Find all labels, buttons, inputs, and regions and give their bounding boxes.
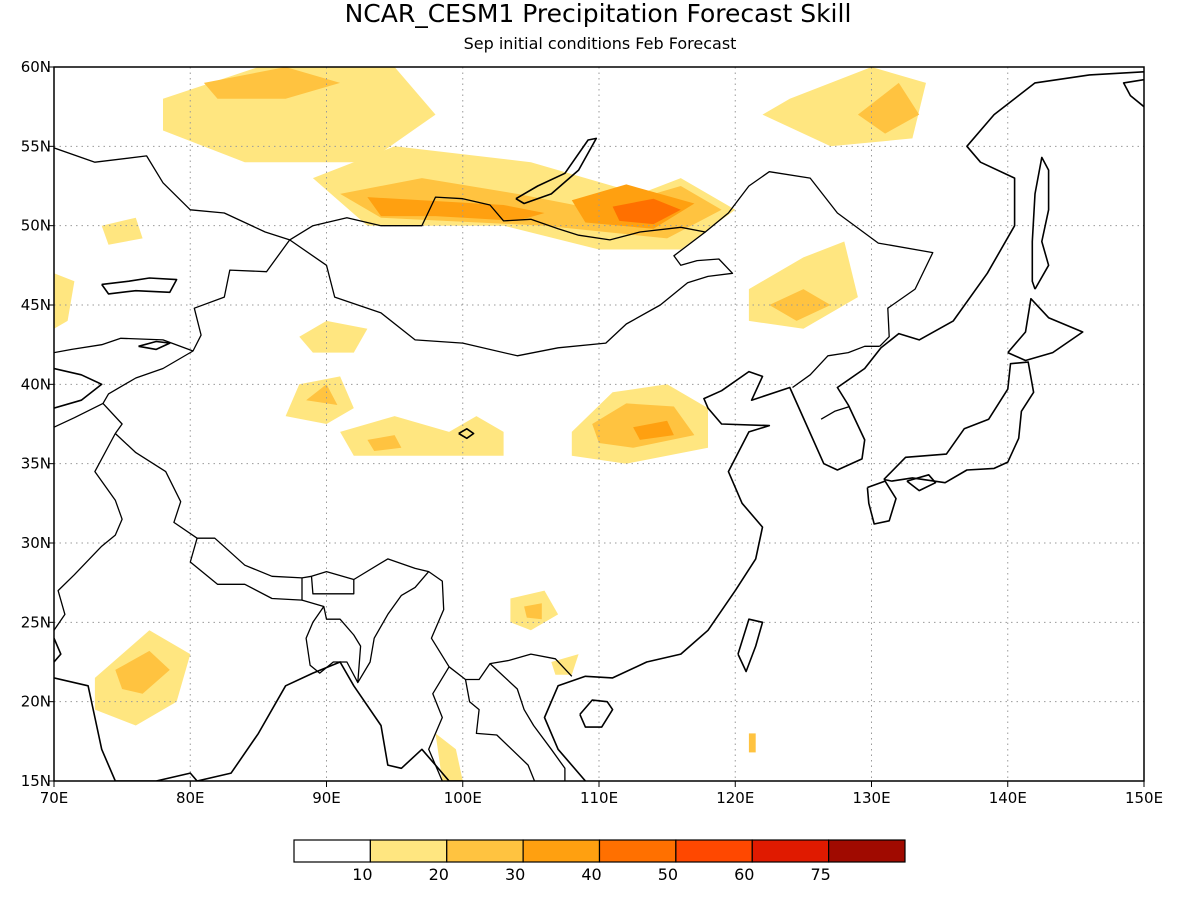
coastline-qinghai-lake [458, 427, 475, 440]
border-china-central-asia [102, 239, 291, 434]
border-korea-dmz [820, 405, 850, 420]
colorbar-label: 50 [658, 865, 678, 884]
lat-tick-label: 30N [21, 534, 51, 552]
lat-tick-label: 45N [21, 296, 51, 314]
coastline-eurasia-coast [54, 71, 1144, 781]
lat-tick-label: 15N [21, 772, 51, 790]
colorbar-swatch [446, 839, 524, 863]
skill-region-sichuan-south-core [524, 603, 542, 620]
axis-ticks: 70E 80E 90E 100E 110E 120E 130E 140E 150E 15N 20N 2… [21, 58, 1163, 807]
border-layer [54, 147, 934, 781]
border-nepal-india [189, 538, 303, 601]
border-indochina-inner [464, 679, 536, 781]
colorbar-swatch [369, 839, 448, 863]
coastline-honshu [883, 361, 1035, 484]
coastline-lake-balkhash [101, 277, 178, 295]
border-myanmar-india [357, 571, 430, 683]
border-kazakh-russia [54, 147, 290, 241]
colorbar-label: 20 [429, 865, 449, 884]
border-laos-vietnam [489, 663, 566, 781]
lon-tick-label: 120E [716, 789, 754, 807]
skill-region-sayan-baikal-core [367, 197, 545, 221]
colorbar-swatch [828, 839, 906, 863]
border-kashmir-himalaya [114, 433, 573, 681]
skill-region-taiwan [748, 733, 756, 753]
coastline-kyushu [866, 480, 897, 525]
lon-tick-label: 100E [444, 789, 482, 807]
skill-region-west-edge [54, 273, 75, 329]
lon-tick-label: 80E [176, 789, 205, 807]
coastline-hokkaido [1007, 297, 1084, 362]
skill-region-indochina-north [435, 733, 463, 781]
border-bangladesh [301, 599, 362, 684]
skill-region-okhotsk-west-core [857, 82, 920, 134]
colorbar-swatch [522, 839, 601, 863]
coastline-taiwan-island [737, 618, 764, 673]
skill-region-west-kazakh [101, 217, 143, 245]
border-afghanistan-tajik [54, 402, 104, 428]
lat-tick-label: 20N [21, 693, 51, 711]
colorbar-swatch [598, 839, 677, 863]
skill-region-manchuria-core [769, 289, 831, 321]
skill-region-altai-west [299, 320, 368, 353]
map-subtitle: Sep initial conditions Feb Forecast [464, 34, 737, 53]
coastline-issyk-kul [138, 340, 171, 351]
skill-region-siberia-west-core [203, 67, 341, 99]
colorbar-label: 40 [581, 865, 601, 884]
coastline-arabian-sea-edge [54, 637, 62, 663]
lat-tick-label: 55N [21, 137, 51, 155]
skill-region-transbaikal-peak [612, 198, 681, 225]
border-thai-myanmar [428, 666, 450, 781]
skill-shading-layer [54, 67, 926, 781]
colorbar-swatch [675, 839, 753, 863]
colorbar-label: 60 [734, 865, 754, 884]
border-bhutan-india [310, 576, 355, 595]
graticule [54, 67, 1144, 781]
lon-tick-label: 140E [989, 789, 1027, 807]
skill-region-qaidam-core [367, 435, 402, 451]
lat-tick-label: 40N [21, 375, 51, 393]
lon-tick-label: 130E [852, 789, 890, 807]
colorbar-swatch [751, 839, 830, 863]
lat-tick-label: 35N [21, 455, 51, 473]
lat-tick-label: 60N [21, 58, 51, 76]
border-central-asia-inner [54, 337, 194, 354]
lon-tick-label: 90E [312, 789, 341, 807]
lon-tick-label: 70E [40, 789, 69, 807]
coastline-caspian-aral-edge [54, 367, 103, 409]
border-korea-china [792, 345, 880, 389]
coastline-lake-baikal [515, 137, 598, 205]
colorbar: 10 20 30 40 50 60 75 [293, 839, 906, 884]
border-mongolia-china [289, 231, 734, 357]
coastline-kamchatka-west [1122, 78, 1144, 108]
border-india-pakistan [54, 433, 123, 631]
coastline-layer [54, 71, 1144, 781]
lat-tick-label: 25N [21, 613, 51, 631]
colorbar-label: 75 [810, 865, 830, 884]
skill-region-qaidam [340, 416, 504, 456]
border-russia-china-mongolia [289, 171, 934, 347]
lat-tick-label: 50N [21, 217, 51, 235]
colorbar-label: 10 [352, 865, 372, 884]
skill-region-yunnan [551, 654, 579, 675]
coastline-hainan [579, 699, 614, 728]
colorbar-label: 30 [505, 865, 525, 884]
colorbar-swatch [293, 839, 371, 863]
lon-tick-label: 150E [1125, 789, 1163, 807]
skill-region-india-northwest-core [115, 650, 170, 694]
map-title: NCAR_CESM1 Precipitation Forecast Skill [345, 0, 852, 28]
coastline-shikoku [906, 473, 937, 492]
skill-region-tarim-east-core [306, 384, 338, 405]
coastline-sakhalin [1031, 156, 1050, 290]
skill-region-loess-plateau-core [633, 420, 674, 440]
lon-tick-label: 110E [580, 789, 618, 807]
